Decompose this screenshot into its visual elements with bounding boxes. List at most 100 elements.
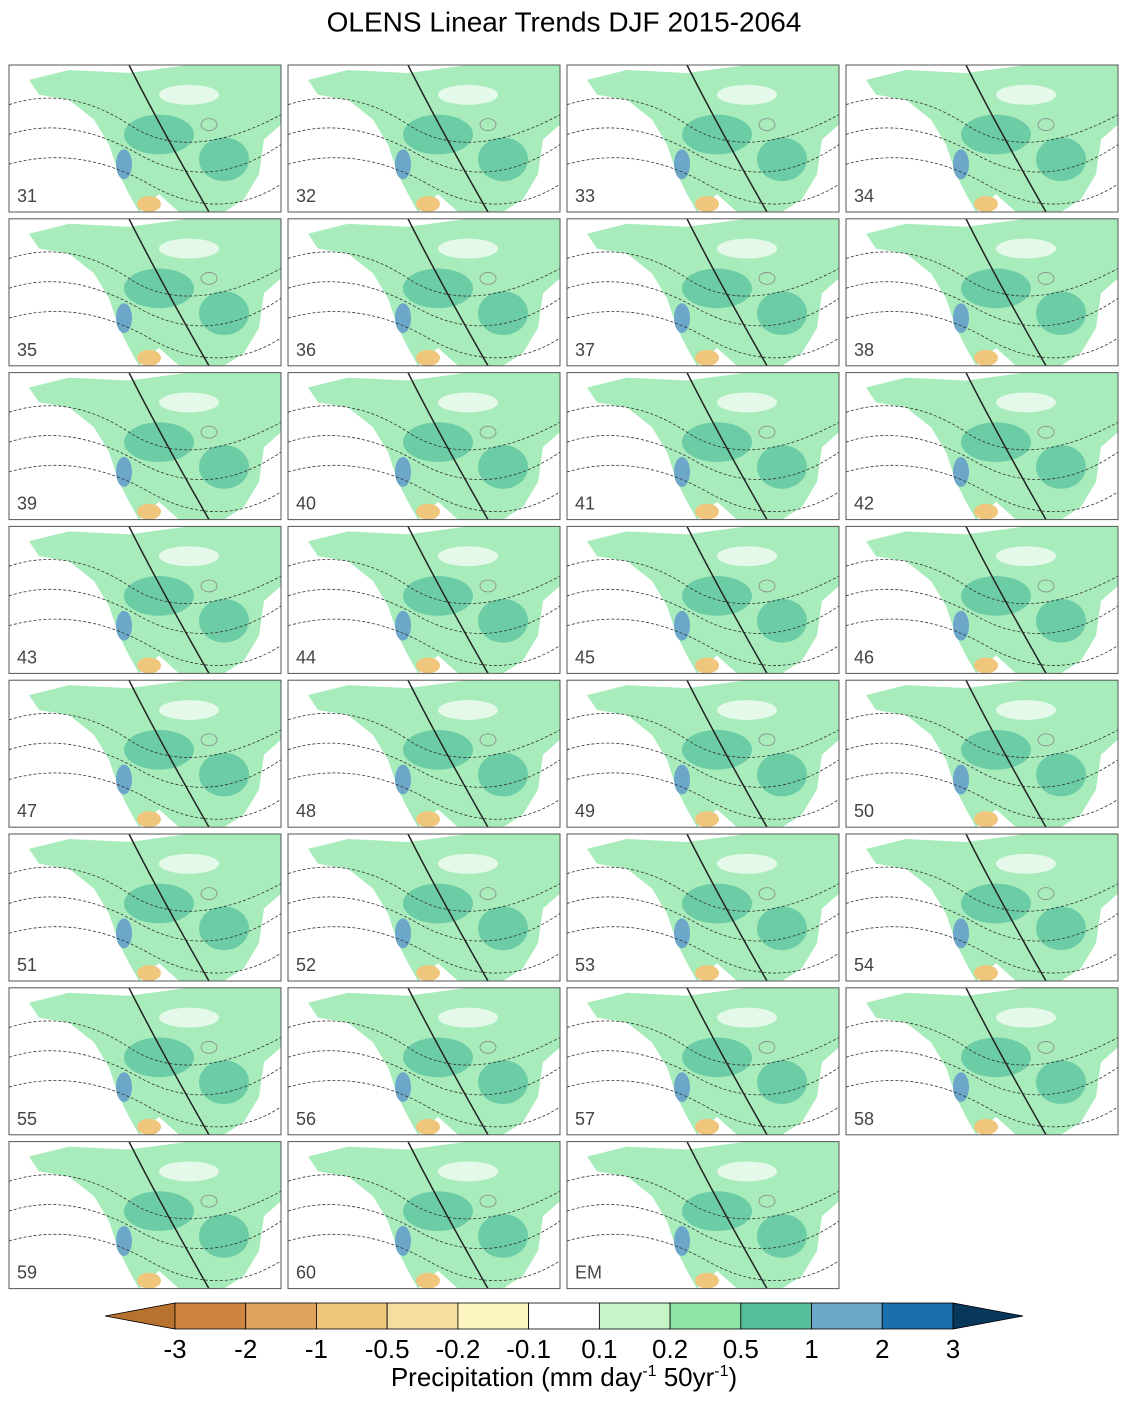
map (567, 680, 839, 828)
colorbar-box (881, 1302, 954, 1330)
map-panel: 46 (845, 525, 1119, 674)
colorbar-tick-label: -0.5 (365, 1334, 410, 1364)
map (288, 987, 560, 1135)
panel-label: 46 (854, 647, 874, 667)
map (567, 218, 839, 366)
map (846, 680, 1118, 828)
panel-label: 31 (17, 186, 37, 206)
panel-label: 56 (296, 1109, 316, 1129)
panel-border (287, 64, 561, 213)
map-panel: 53 (566, 833, 840, 982)
panel-border (8, 679, 282, 828)
panel-border (566, 525, 840, 674)
map (288, 372, 560, 520)
map-panel: 49 (566, 679, 840, 828)
map-panel: 54 (845, 833, 1119, 982)
colorbar: -3 -2 -1 -0.5 -0.2 -0.1 0.1 0.2 0.5 1 2 3 (104, 1302, 1024, 1364)
panel-label: 59 (17, 1263, 37, 1283)
map-panel: EM (566, 1141, 840, 1290)
colorbar-box (174, 1302, 247, 1330)
panel-label: 60 (296, 1263, 316, 1283)
map (846, 218, 1118, 366)
panel-label: 57 (575, 1109, 595, 1129)
panel-grid: 31 32 33 34 35 36 37 38 39 40 41 42 43 44 45 46 47 48 49 50… (8, 64, 1119, 1290)
map-panel: 42 (845, 372, 1119, 521)
colorbar-tick-label: -0.1 (506, 1334, 551, 1364)
map (567, 1141, 839, 1289)
colorbar-box (457, 1302, 530, 1330)
map-panel: 43 (8, 525, 282, 674)
label-text: Precipitation (mm day (391, 1362, 642, 1392)
colorbar-tick-label: -3 (163, 1334, 186, 1364)
map (288, 834, 560, 981)
map-panel: 31 (8, 64, 282, 213)
map-panel: 45 (566, 525, 840, 674)
panel-label: 37 (575, 340, 595, 360)
panel-label: 39 (17, 494, 37, 514)
panel-label: 49 (575, 801, 595, 821)
panel-border (287, 987, 561, 1136)
panel-border (566, 64, 840, 213)
panel-border (566, 987, 840, 1136)
map (567, 834, 839, 981)
colorbar-box (316, 1302, 388, 1330)
colorbar-tick-label: 1 (804, 1334, 818, 1364)
label-text: ) (729, 1362, 738, 1392)
map-panel: 60 (287, 1141, 561, 1290)
panel-border (287, 833, 561, 982)
panel-label: 36 (296, 340, 316, 360)
panel-border (287, 1141, 561, 1290)
colorbar-label: Precipitation (mm day-1 50yr-1) (391, 1362, 737, 1392)
map (846, 372, 1118, 520)
map (567, 372, 839, 520)
map-panel: 47 (8, 679, 282, 828)
map-panel: 36 (287, 218, 561, 367)
colorbar-box (598, 1302, 671, 1330)
panel-label: 32 (296, 186, 316, 206)
map-panel: 44 (287, 525, 561, 674)
map-panel: 33 (566, 64, 840, 213)
map (288, 526, 560, 674)
panel-label: 47 (17, 801, 37, 821)
panel-label: 43 (17, 647, 37, 667)
map-panel: 48 (287, 679, 561, 828)
map-panel: 38 (845, 218, 1119, 367)
colorbar-tick-label: 0.5 (723, 1334, 759, 1364)
panel-border (845, 679, 1119, 828)
panel-label: 42 (854, 494, 874, 514)
panel-label: 51 (17, 955, 37, 975)
colorbar-extend-low (104, 1302, 176, 1330)
map-panel: 57 (566, 987, 840, 1136)
panel-label: 34 (854, 186, 874, 206)
map (9, 526, 281, 674)
map (9, 65, 281, 212)
panel-label: EM (575, 1263, 602, 1283)
colorbar-box (386, 1302, 459, 1330)
panel-border (566, 1141, 840, 1290)
colorbar-tick-label: 0.1 (581, 1334, 617, 1364)
map-panel: 39 (8, 372, 282, 521)
map-panel: 35 (8, 218, 282, 367)
label-superscript: -1 (642, 1363, 656, 1380)
map (288, 218, 560, 366)
panel-border (845, 64, 1119, 213)
panel-border (845, 372, 1119, 521)
panel-border (566, 679, 840, 828)
colorbar-tick-label: -1 (305, 1334, 328, 1364)
panel-label: 52 (296, 955, 316, 975)
colorbar-tick-label: -2 (234, 1334, 257, 1364)
map (567, 65, 839, 212)
panel-border (8, 64, 282, 213)
panel-label: 53 (575, 955, 595, 975)
colorbar-tick-label: -0.2 (436, 1334, 481, 1364)
panel-border (287, 218, 561, 367)
panel-label: 54 (854, 955, 874, 975)
panel-label: 50 (854, 801, 874, 821)
panel-border (287, 525, 561, 674)
panel-border (566, 833, 840, 982)
map (288, 65, 560, 212)
colorbar-tick-label: 3 (946, 1334, 960, 1364)
map (9, 372, 281, 520)
panel-border (8, 1141, 282, 1290)
